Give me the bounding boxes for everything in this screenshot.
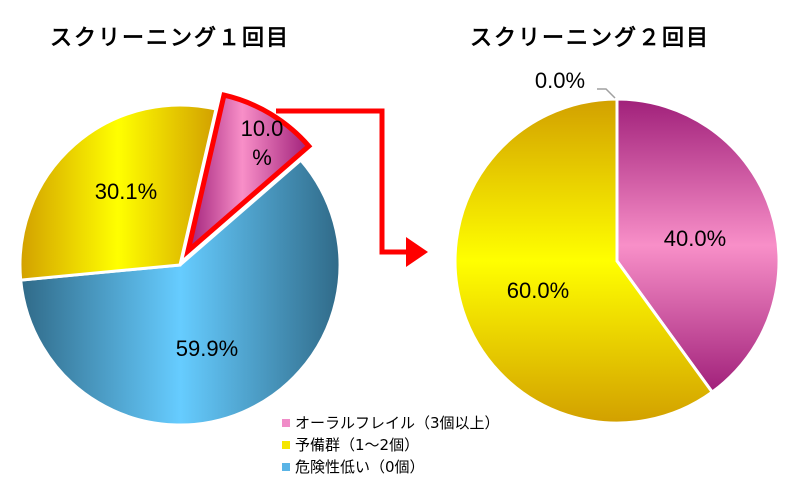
slice-oral-frail xyxy=(183,92,313,258)
legend-label: 予備群（1〜2個） xyxy=(295,436,420,454)
legend: オーラルフレイル（3個以上） 予備群（1〜2個） 危険性低い（0個） xyxy=(282,412,500,478)
leader-line-low-risk-2 xyxy=(597,88,616,99)
label-oral-frail-1b: % xyxy=(252,145,272,170)
legend-item-oral-frail: オーラルフレイル（3個以上） xyxy=(282,412,500,434)
legend-label: 危険性低い（0個） xyxy=(295,458,425,476)
legend-swatch-blue xyxy=(282,463,290,471)
pie-screening-2: 40.0% 60.0% 0.0% xyxy=(453,68,781,425)
transition-arrow xyxy=(276,108,428,267)
legend-item-low-risk: 危険性低い（0個） xyxy=(282,456,500,478)
legend-swatch-pink xyxy=(282,419,290,427)
legend-swatch-yellow xyxy=(282,441,290,449)
label-pre-frail-2: 60.0% xyxy=(507,278,569,303)
slice-pre-frail-2 xyxy=(453,97,715,425)
label-low-risk-1: 59.9% xyxy=(176,336,238,361)
slice-oral-frail-2 xyxy=(615,97,781,395)
label-low-risk-2: 0.0% xyxy=(535,68,585,93)
chart-title-screening-2: スクリーニング２回目 xyxy=(470,26,711,51)
legend-label: オーラルフレイル（3個以上） xyxy=(295,414,500,432)
slice-low-risk xyxy=(19,157,342,427)
slice-pre-frail xyxy=(18,103,218,282)
chart-title-screening-1: スクリーニング１回目 xyxy=(50,26,291,51)
pie-screening-1: 10.0 % 30.1% 59.9% xyxy=(18,92,342,427)
label-oral-frail-1a: 10.0 xyxy=(241,116,284,141)
label-pre-frail-1: 30.1% xyxy=(95,179,157,204)
label-oral-frail-2: 40.0% xyxy=(664,226,726,251)
legend-item-pre-frail: 予備群（1〜2個） xyxy=(282,434,500,456)
